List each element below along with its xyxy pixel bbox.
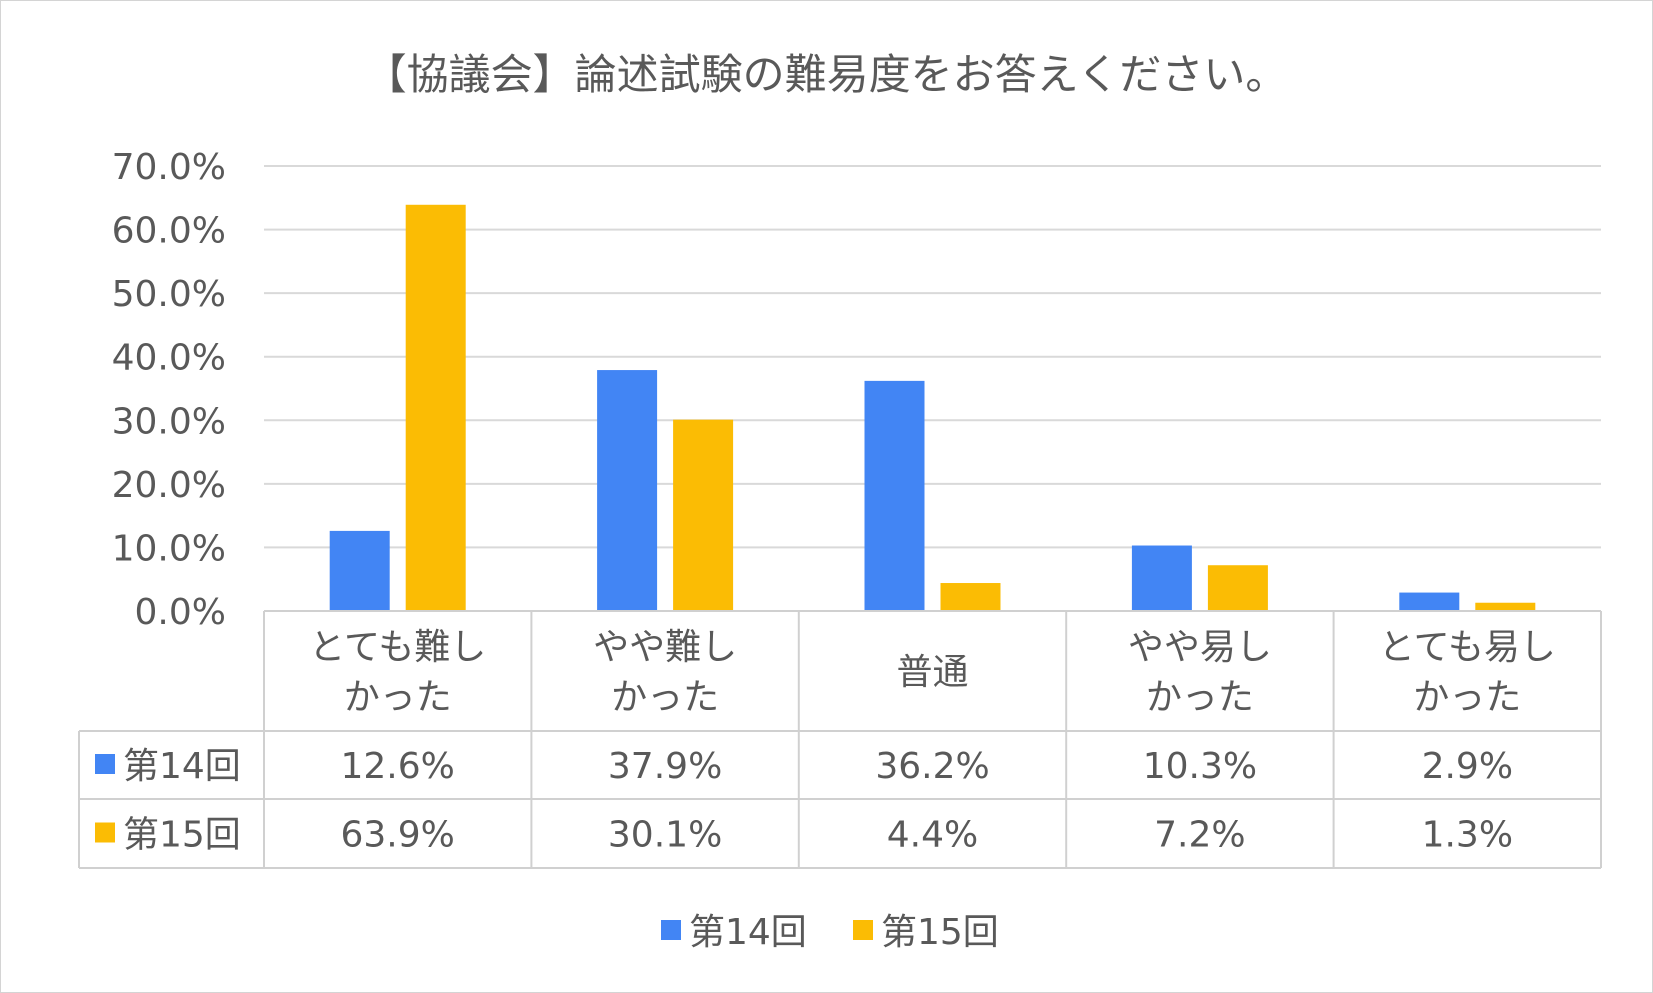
table-value: 63.9% bbox=[341, 815, 455, 856]
y-tick-label: 70.0% bbox=[112, 147, 226, 188]
table-series-name: 第14回 bbox=[123, 746, 241, 787]
category-label: やや易しかった bbox=[1128, 627, 1272, 718]
table-value: 2.9% bbox=[1422, 746, 1513, 787]
y-tick-label: 20.0% bbox=[112, 465, 226, 506]
bar bbox=[329, 530, 390, 611]
category-label-line: かった bbox=[611, 677, 719, 718]
gridlines bbox=[264, 165, 1601, 549]
bar bbox=[1399, 592, 1460, 611]
y-tick-label: 0.0% bbox=[135, 592, 226, 633]
chart-title: 【協議会】論述試験の難易度をお答えください。 bbox=[365, 50, 1288, 99]
category-label: とても難しかった bbox=[309, 627, 486, 718]
legend-label: 第15回 bbox=[881, 912, 999, 953]
table-value: 37.9% bbox=[608, 746, 722, 787]
bar bbox=[1475, 602, 1536, 611]
y-tick-label: 10.0% bbox=[112, 528, 226, 569]
table-value: 30.1% bbox=[608, 815, 722, 856]
table-value: 10.3% bbox=[1143, 746, 1257, 787]
legend: 第14回 第15回 bbox=[661, 912, 999, 953]
category-label-line: 普通 bbox=[896, 652, 968, 693]
category-label-line: かった bbox=[344, 677, 452, 718]
legend-label: 第14回 bbox=[689, 912, 807, 953]
table-value: 1.3% bbox=[1422, 815, 1513, 856]
table-series-swatch bbox=[95, 754, 115, 774]
y-axis-tick-labels: 0.0% 10.0% 20.0% 30.0% 40.0% 50.0% 60.0% 70.0% bbox=[112, 147, 226, 633]
category-label-line: とても易し bbox=[1379, 627, 1556, 668]
category-label: とても易しかった bbox=[1379, 627, 1556, 718]
bar bbox=[940, 583, 1001, 611]
category-label-line: とても難し bbox=[309, 627, 486, 668]
table-value: 36.2% bbox=[875, 746, 989, 787]
y-tick-label: 40.0% bbox=[112, 338, 226, 379]
bar bbox=[597, 370, 658, 611]
category-label-line: かった bbox=[1413, 677, 1521, 718]
bar bbox=[1207, 565, 1268, 611]
bar bbox=[673, 419, 734, 611]
y-tick-label: 30.0% bbox=[112, 401, 226, 442]
category-label: やや難しかった bbox=[593, 627, 737, 718]
table-series-swatch bbox=[95, 822, 115, 843]
table-value: 4.4% bbox=[887, 815, 978, 856]
bars bbox=[329, 204, 1536, 611]
category-label-line: かった bbox=[1146, 677, 1254, 718]
category-label-line: やや難し bbox=[593, 627, 737, 668]
bar bbox=[1131, 545, 1192, 611]
bar bbox=[405, 204, 466, 611]
legend-swatch bbox=[853, 920, 873, 940]
table-series-name: 第15回 bbox=[123, 815, 241, 856]
legend-swatch bbox=[661, 920, 681, 940]
category-label-line: やや易し bbox=[1128, 627, 1272, 668]
y-tick-label: 50.0% bbox=[112, 274, 226, 315]
y-tick-label: 60.0% bbox=[112, 211, 226, 252]
table-value: 7.2% bbox=[1154, 815, 1245, 856]
table-value: 12.6% bbox=[341, 746, 455, 787]
category-label: 普通 bbox=[896, 652, 968, 693]
bar bbox=[864, 380, 925, 611]
